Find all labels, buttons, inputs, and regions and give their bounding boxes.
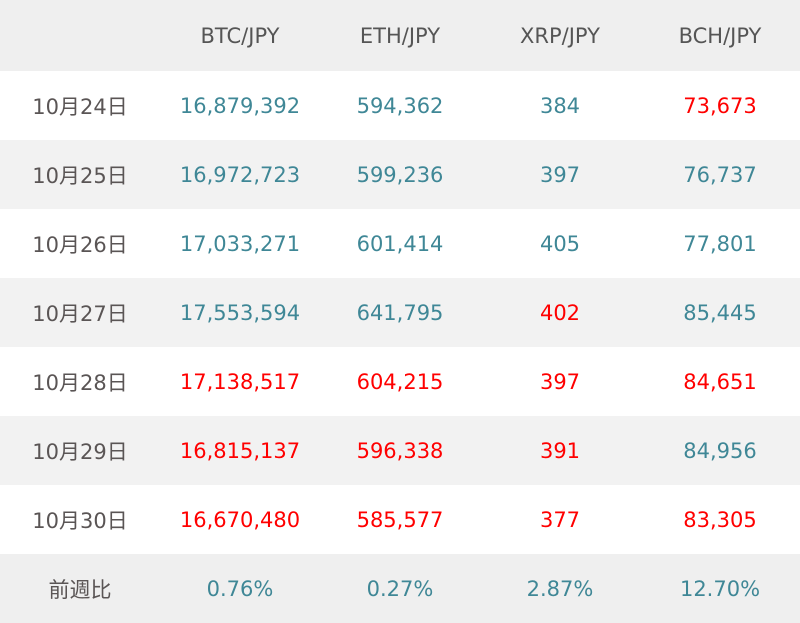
price-eth: 585,577 <box>320 485 480 554</box>
price-btc: 17,033,271 <box>160 209 320 278</box>
price-btc: 16,815,137 <box>160 416 320 485</box>
price-bch: 83,305 <box>640 485 800 554</box>
table-row: 10月30日 16,670,480 585,577 377 83,305 <box>0 485 800 554</box>
change-bch: 12.70% <box>640 554 800 623</box>
price-eth: 604,215 <box>320 347 480 416</box>
price-btc: 17,138,517 <box>160 347 320 416</box>
row-date: 10月26日 <box>0 209 160 278</box>
price-bch: 73,673 <box>640 71 800 140</box>
row-date: 10月29日 <box>0 416 160 485</box>
price-btc: 17,553,594 <box>160 278 320 347</box>
change-btc: 0.76% <box>160 554 320 623</box>
row-date: 10月28日 <box>0 347 160 416</box>
header-bch: BCH/JPY <box>640 0 800 71</box>
price-eth: 601,414 <box>320 209 480 278</box>
table-row: 10月25日 16,972,723 599,236 397 76,737 <box>0 140 800 209</box>
price-xrp: 377 <box>480 485 640 554</box>
table-row: 10月24日 16,879,392 594,362 384 73,673 <box>0 71 800 140</box>
row-date: 10月27日 <box>0 278 160 347</box>
row-date: 10月30日 <box>0 485 160 554</box>
price-xrp: 402 <box>480 278 640 347</box>
price-eth: 594,362 <box>320 71 480 140</box>
price-xrp: 384 <box>480 71 640 140</box>
price-bch: 84,956 <box>640 416 800 485</box>
change-eth: 0.27% <box>320 554 480 623</box>
price-bch: 84,651 <box>640 347 800 416</box>
header-blank <box>0 0 160 71</box>
price-btc: 16,879,392 <box>160 71 320 140</box>
header-eth: ETH/JPY <box>320 0 480 71</box>
price-bch: 76,737 <box>640 140 800 209</box>
price-eth: 641,795 <box>320 278 480 347</box>
price-btc: 16,972,723 <box>160 140 320 209</box>
table-row: 10月28日 17,138,517 604,215 397 84,651 <box>0 347 800 416</box>
price-bch: 77,801 <box>640 209 800 278</box>
price-eth: 599,236 <box>320 140 480 209</box>
summary-row: 前週比 0.76% 0.27% 2.87% 12.70% <box>0 554 800 623</box>
price-xrp: 391 <box>480 416 640 485</box>
price-bch: 85,445 <box>640 278 800 347</box>
row-date: 10月25日 <box>0 140 160 209</box>
price-btc: 16,670,480 <box>160 485 320 554</box>
header-row: BTC/JPY ETH/JPY XRP/JPY BCH/JPY <box>0 0 800 71</box>
table-row: 10月29日 16,815,137 596,338 391 84,956 <box>0 416 800 485</box>
price-xrp: 397 <box>480 347 640 416</box>
row-date: 10月24日 <box>0 71 160 140</box>
header-xrp: XRP/JPY <box>480 0 640 71</box>
header-btc: BTC/JPY <box>160 0 320 71</box>
summary-label: 前週比 <box>0 554 160 623</box>
table-row: 10月27日 17,553,594 641,795 402 85,445 <box>0 278 800 347</box>
price-eth: 596,338 <box>320 416 480 485</box>
change-xrp: 2.87% <box>480 554 640 623</box>
table-row: 10月26日 17,033,271 601,414 405 77,801 <box>0 209 800 278</box>
price-xrp: 405 <box>480 209 640 278</box>
price-xrp: 397 <box>480 140 640 209</box>
